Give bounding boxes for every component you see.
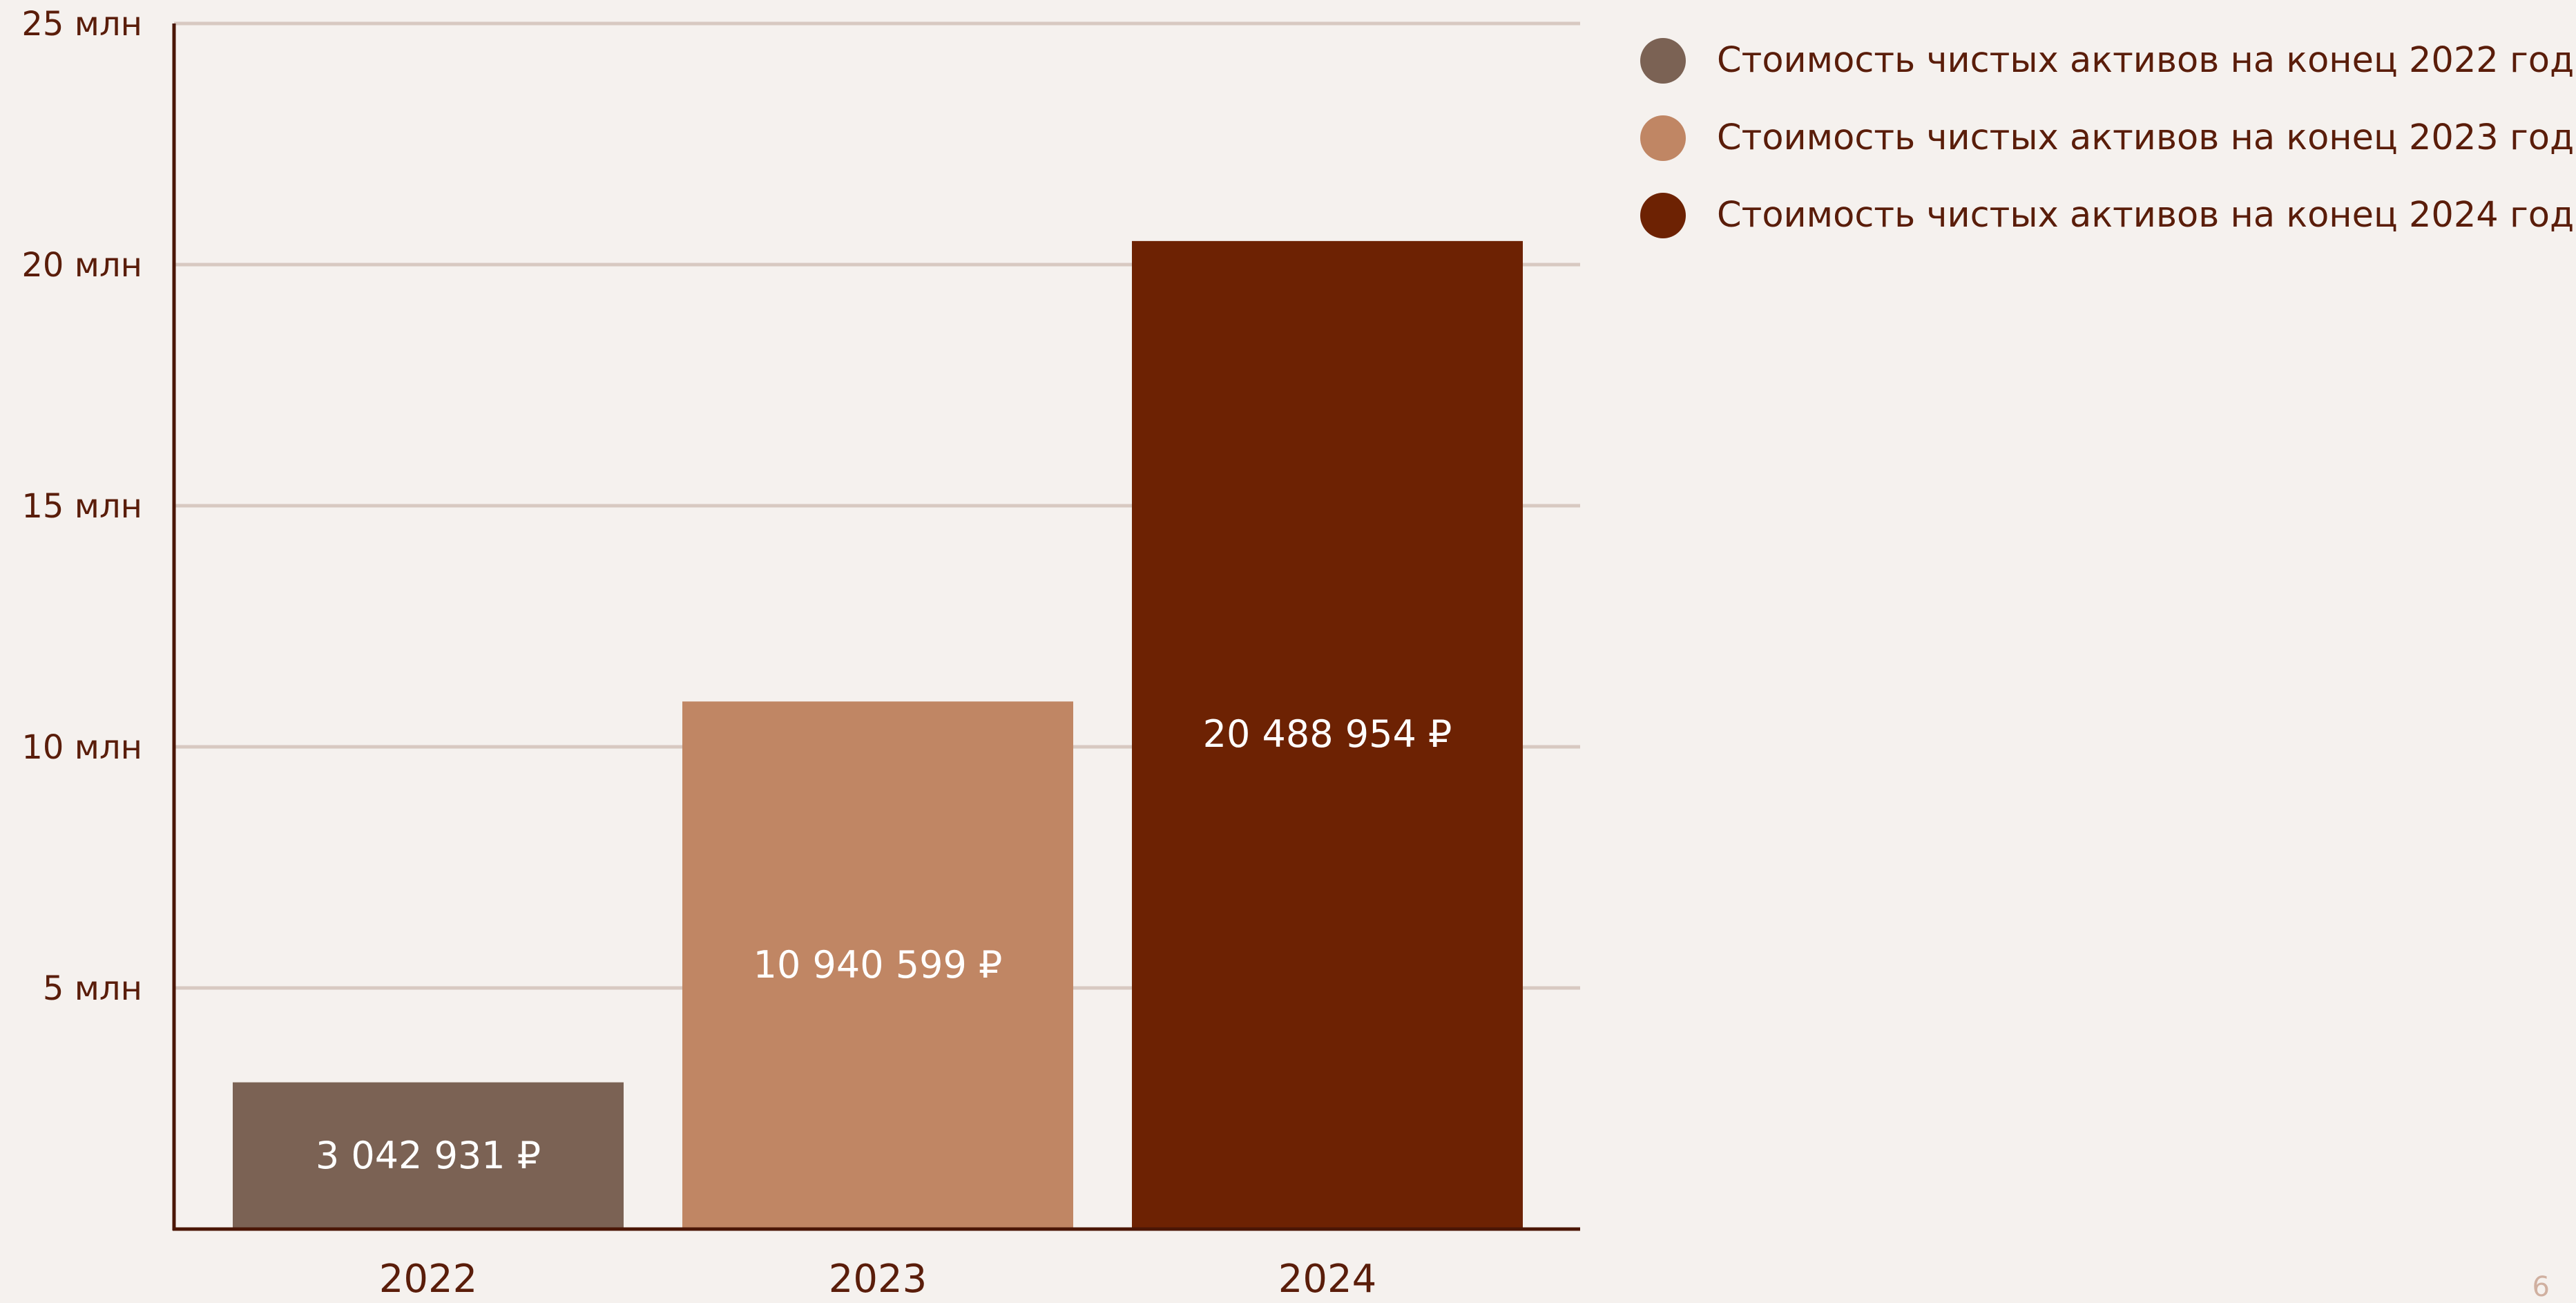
legend-swatch-2022 [1640, 38, 1686, 84]
legend: Стоимость чистых активов на конец 2022 г… [1640, 22, 2576, 254]
x-tick-label: 2022 [379, 1257, 478, 1297]
data-label-2023: 10 940 599 ₽ [753, 943, 1003, 987]
data-label-2024: 20 488 954 ₽ [1203, 712, 1452, 756]
legend-item-2023: Стоимость чистых активов на конец 2023 г… [1640, 99, 2576, 177]
legend-item-2022: Стоимость чистых активов на конец 2022 г… [1640, 22, 2576, 99]
legend-swatch-2024 [1640, 193, 1686, 238]
y-tick-label: 25 млн [21, 5, 142, 44]
y-tick-label: 15 млн [21, 487, 142, 526]
y-tick-label: 5 млн [43, 969, 142, 1008]
x-tick-label: 2024 [1278, 1257, 1377, 1297]
data-label-2022: 3 042 931 ₽ [316, 1134, 541, 1177]
legend-item-2024: Стоимость чистых активов на конец 2024 г… [1640, 177, 2576, 254]
x-tick-label: 2023 [829, 1257, 927, 1297]
y-tick-label: 20 млн [21, 246, 142, 285]
bar-chart-svg: 5 млн 10 млн 15 млн 20 млн 25 млн 3 042 931 ₽… [21, 5, 1580, 1302]
legend-label-2024: Стоимость чистых активов на конец 2024 г… [1717, 195, 2576, 236]
bar-2024 [1132, 240, 1523, 1230]
legend-label-2022: Стоимость чистых активов на конец 2022 г… [1717, 40, 2576, 81]
page-number: 6 [2532, 1271, 2550, 1303]
legend-label-2023: Стоимость чистых активов на конец 2023 г… [1717, 117, 2576, 158]
y-tick-label: 10 млн [21, 728, 142, 767]
bar-2023 [682, 701, 1073, 1229]
bar-2022 [233, 1082, 624, 1229]
legend-swatch-2023 [1640, 115, 1686, 161]
